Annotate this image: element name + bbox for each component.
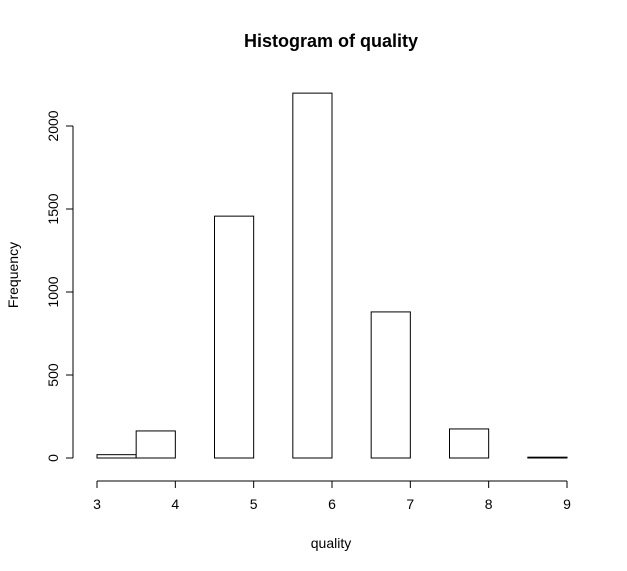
x-axis: 3 4 5 6 7 8 9 <box>93 480 571 512</box>
chart-title: Histogram of quality <box>244 31 418 51</box>
y-tick-label-0: 0 <box>45 454 61 462</box>
x-tick-label-4: 7 <box>406 496 414 512</box>
x-tick-label-6: 9 <box>563 496 571 512</box>
y-tick-label-2: 1000 <box>45 276 61 307</box>
histogram-bar-11 <box>527 456 568 459</box>
histogram-bar-1 <box>135 430 176 459</box>
x-tick-label-3: 6 <box>328 496 336 512</box>
x-tick-label-2: 5 <box>250 496 258 512</box>
y-tick-label-3: 1500 <box>45 193 61 224</box>
y-axis: 0 500 1000 1500 2000 <box>45 110 74 462</box>
x-axis-label: quality <box>311 535 351 551</box>
bars-group <box>96 92 568 459</box>
histogram-bar-0 <box>96 454 137 459</box>
x-tick-label-0: 3 <box>93 496 101 512</box>
histogram-bar-9 <box>449 428 490 459</box>
y-tick-label-4: 2000 <box>45 110 61 141</box>
histogram-bar-7 <box>370 311 411 459</box>
y-tick-label-1: 500 <box>45 363 61 387</box>
y-axis-label: Frequency <box>5 242 21 308</box>
histogram-bar-3 <box>214 215 255 459</box>
x-tick-label-5: 8 <box>485 496 493 512</box>
x-tick-label-1: 4 <box>171 496 179 512</box>
histogram-bar-5 <box>292 92 333 459</box>
